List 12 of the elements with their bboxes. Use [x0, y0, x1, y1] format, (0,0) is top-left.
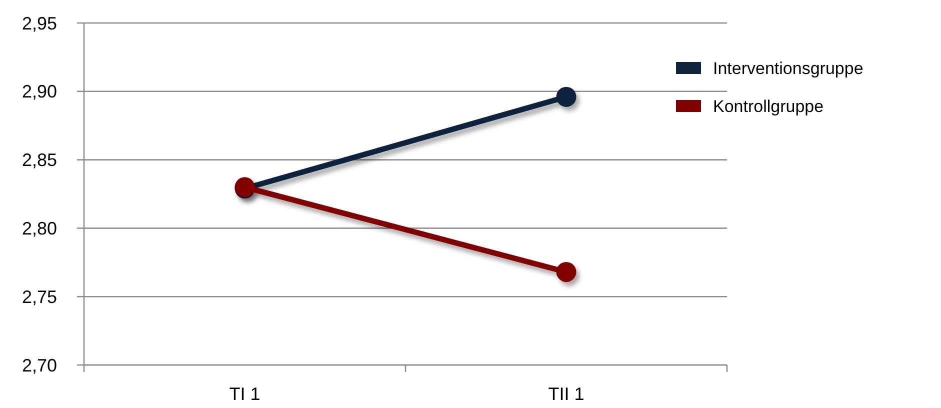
y-tick-label: 2,90	[22, 82, 57, 102]
point	[556, 86, 576, 107]
legend-label: Interventionsgruppe	[713, 58, 864, 78]
y-tick-label: 2,95	[22, 13, 57, 34]
x-tick-label: TII 1	[548, 384, 584, 404]
y-tick-label: 2,75	[22, 286, 57, 307]
y-tick-label: 2,85	[22, 150, 57, 170]
legend-label: Kontrollgruppe	[713, 96, 824, 116]
y-tick-label: 2,80	[22, 218, 57, 238]
x-tick-label: TI 1	[229, 384, 260, 404]
point	[556, 262, 576, 282]
y-tick-label: 2,70	[22, 355, 57, 376]
